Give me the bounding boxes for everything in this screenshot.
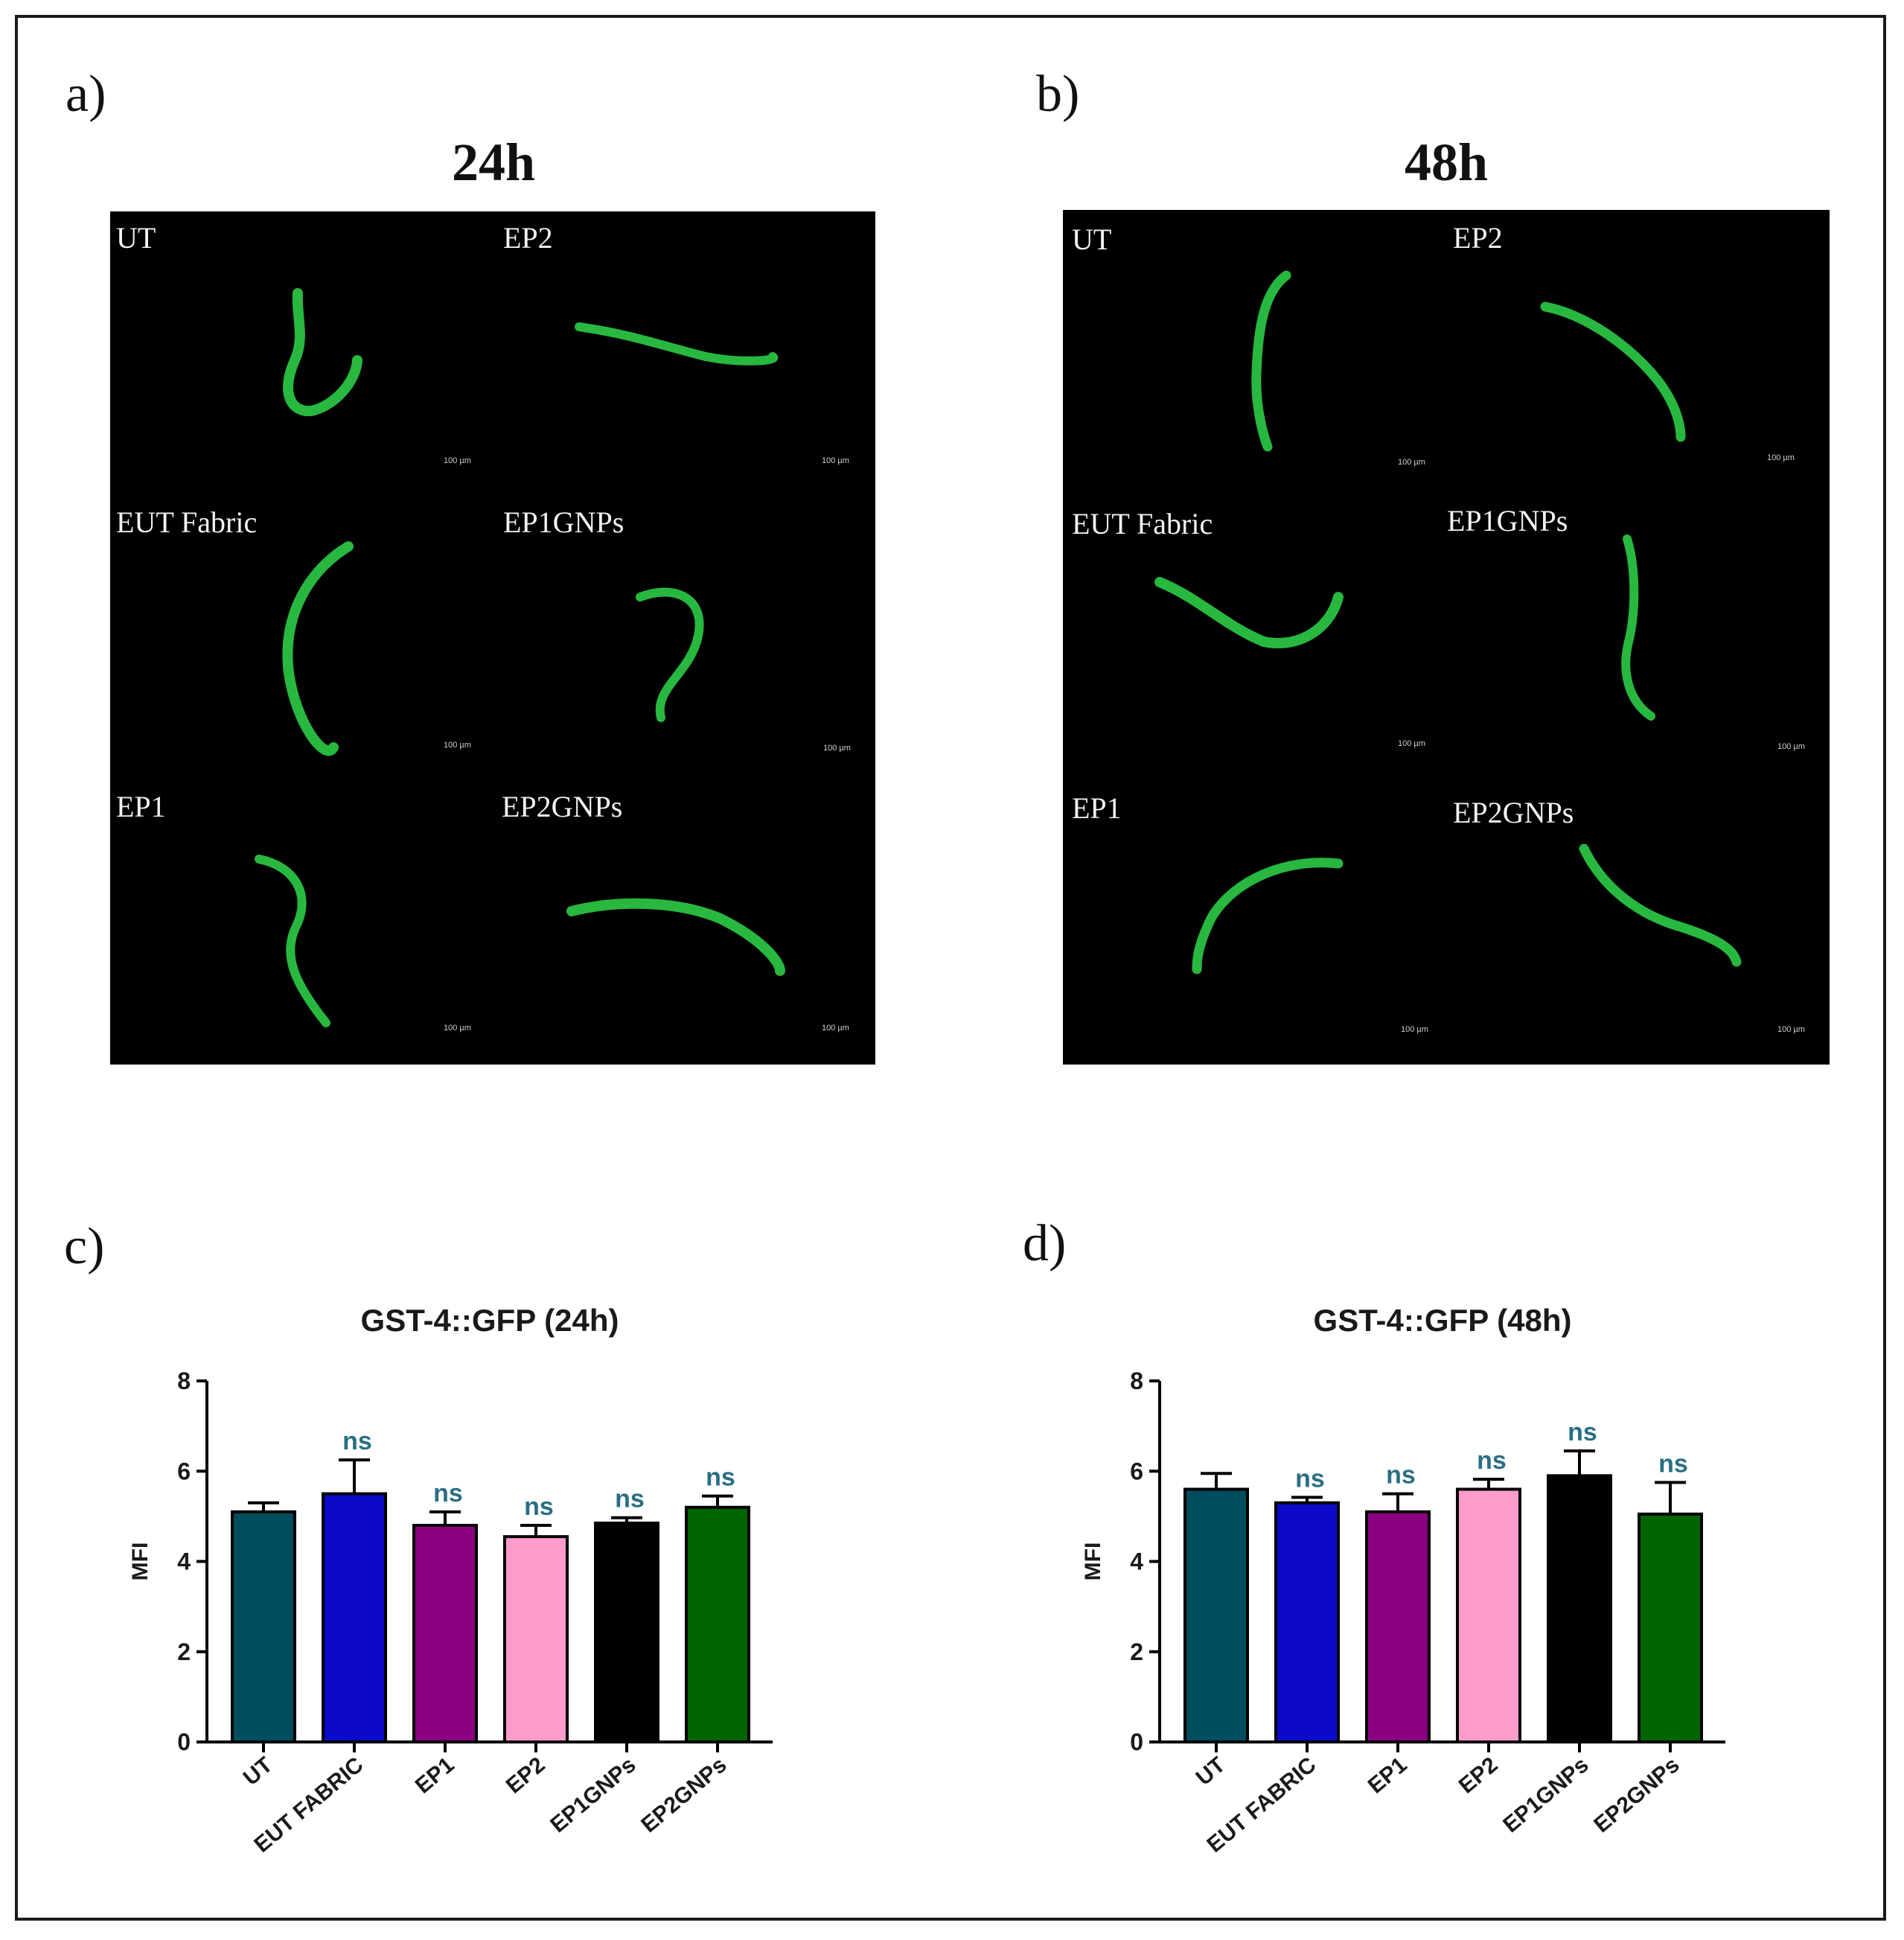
y-axis-label: MFI — [128, 1542, 153, 1581]
chart-title: GST-4::GFP (24h) — [361, 1303, 619, 1338]
cell-label-a-ep1gnps: EP1GNPs — [503, 505, 624, 539]
cell-label-b-ep2gnps: EP2GNPs — [1453, 796, 1574, 829]
x-tick-label-ep2: EP2 — [1454, 1752, 1503, 1799]
worm-a-ep1 — [255, 855, 330, 1027]
cell-label-a-eut-fabric: EUT Fabric — [116, 505, 258, 539]
worm-images-a — [255, 288, 785, 1027]
cell-label-a-ep1: EP1 — [116, 790, 166, 823]
y-tick-label: 0 — [177, 1729, 191, 1755]
y-tick-label: 8 — [177, 1368, 191, 1394]
worm-a-ep2 — [575, 322, 779, 366]
bar-ep1gnps — [1547, 1474, 1612, 1743]
cell-label-b-ut: UT — [1072, 223, 1112, 256]
scale-bar-b-eut: 100 µm — [1398, 739, 1425, 748]
worm-a-ep1gnps — [636, 587, 704, 722]
bar-ep2 — [1456, 1487, 1521, 1743]
cell-label-a-ut: UT — [116, 221, 156, 255]
scale-bar-b-ep1gnps: 100 µm — [1777, 742, 1805, 751]
significance-label: ns — [1386, 1461, 1416, 1490]
scale-bar-a-ut: 100 µm — [444, 456, 471, 465]
cell-label-a-ep2: EP2 — [503, 221, 553, 255]
significance-label: ns — [1295, 1464, 1325, 1493]
significance-label: ns — [1658, 1449, 1688, 1478]
y-tick-label: 8 — [1130, 1368, 1143, 1394]
x-tick-label-ep2gnps: EP2GNPs — [636, 1752, 731, 1837]
scale-bar-b-ep1: 100 µm — [1401, 1025, 1428, 1034]
worm-b-ep2 — [1540, 301, 1686, 442]
scale-bar-a-eut: 100 µm — [444, 741, 471, 750]
x-tick-label-ep1gnps: EP1GNPs — [546, 1752, 640, 1837]
bar-ep1 — [412, 1524, 478, 1743]
y-tick-label: 2 — [1130, 1639, 1143, 1665]
x-tick-label-ut: UT — [1192, 1752, 1230, 1790]
worm-b-ut — [1251, 270, 1291, 452]
panel-letter-c: c) — [64, 1218, 105, 1275]
worm-a-ut — [283, 288, 362, 417]
panel-letter-b: b) — [1036, 66, 1080, 123]
y-tick-label: 6 — [1130, 1458, 1143, 1484]
worm-b-eut — [1154, 577, 1344, 648]
x-tick-label-ep1gnps: EP1GNPs — [1498, 1752, 1593, 1837]
chart-title: GST-4::GFP (48h) — [1314, 1303, 1572, 1338]
cell-label-b-ep1: EP1 — [1072, 791, 1122, 825]
y-axis-label: MFI — [1081, 1542, 1105, 1581]
x-tick-label-ep2gnps: EP2GNPs — [1589, 1752, 1684, 1837]
panel-a-time-title: 24h — [451, 133, 536, 192]
y-tick-label: 2 — [177, 1639, 191, 1665]
worm-a-ep2gnps — [566, 898, 785, 976]
worm-b-ep1gnps — [1621, 535, 1655, 721]
worm-b-ep2gnps — [1579, 843, 1742, 967]
scale-bar-b-ep2gnps: 100 µm — [1777, 1025, 1805, 1034]
significance-label: ns — [1568, 1418, 1597, 1446]
panel-b-time-title: 48h — [1404, 133, 1489, 192]
cell-label-b-eut-fabric: EUT Fabric — [1072, 507, 1213, 540]
y-tick-label: 6 — [177, 1458, 191, 1484]
x-tick-label-ep1: EP1 — [411, 1752, 459, 1799]
micrograph-panel-a — [110, 211, 875, 1065]
bar-eut-fabric — [322, 1492, 387, 1743]
x-tick-label-ut: UT — [239, 1752, 278, 1790]
scale-bar-b-ut: 100 µm — [1398, 458, 1425, 467]
bar-ep2gnps — [1638, 1512, 1703, 1743]
significance-label: ns — [524, 1493, 554, 1521]
scale-bar-a-ep1gnps: 100 µm — [823, 744, 851, 753]
bar-ep2 — [503, 1535, 569, 1743]
worm-a-eut — [282, 541, 354, 756]
scale-bar-b-ep2: 100 µm — [1767, 453, 1795, 462]
cell-label-b-ep2: EP2 — [1453, 221, 1503, 255]
figure-frame — [15, 15, 1886, 1921]
x-tick-label-ep2: EP2 — [502, 1752, 550, 1799]
cell-label-b-ep1gnps: EP1GNPs — [1447, 504, 1568, 537]
worm-images-b — [1154, 270, 1742, 974]
bar-ut — [231, 1510, 296, 1743]
significance-label: ns — [1477, 1446, 1507, 1475]
y-tick-label: 0 — [1130, 1729, 1143, 1755]
significance-label: ns — [433, 1479, 463, 1507]
bar-ep2gnps — [685, 1505, 750, 1743]
significance-label: ns — [706, 1464, 735, 1492]
y-tick-label: 4 — [177, 1548, 191, 1575]
worm-b-ep1 — [1192, 858, 1344, 974]
significance-label: ns — [615, 1485, 645, 1513]
significance-label: ns — [342, 1427, 372, 1455]
scale-bar-a-ep2gnps: 100 µm — [822, 1024, 849, 1033]
micrograph-panel-b — [1063, 210, 1830, 1065]
bar-ut — [1183, 1487, 1249, 1743]
bar-eut-fabric — [1274, 1501, 1340, 1743]
panel-letter-d: d) — [1023, 1215, 1067, 1272]
y-tick-label: 4 — [1130, 1548, 1143, 1575]
x-tick-label-ep1: EP1 — [1364, 1752, 1412, 1799]
bar-ep1gnps — [594, 1521, 659, 1743]
bar-ep1 — [1365, 1510, 1431, 1743]
cell-label-a-ep2gnps: EP2GNPs — [502, 790, 623, 823]
panel-letter-a: a) — [66, 66, 106, 123]
scale-bar-a-ep2: 100 µm — [822, 456, 849, 465]
scale-bar-a-ep1: 100 µm — [444, 1024, 471, 1033]
